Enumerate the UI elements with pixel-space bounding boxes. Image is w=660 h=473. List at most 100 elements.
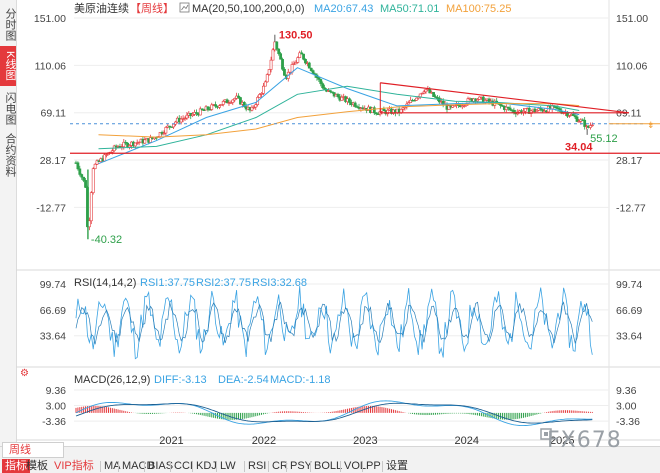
tab-contract-info[interactable]: 合约资料 bbox=[4, 133, 16, 177]
bottom-toolbar: 周线 指标 模板 VIP指标 MA MACD BIAS CCI KDJ LW RSI CR PSY BO… bbox=[0, 442, 660, 473]
toolbar-item-1[interactable]: 模板 bbox=[26, 460, 48, 472]
toolbar-separator bbox=[268, 461, 269, 472]
ma-settings-icon-glyph bbox=[181, 4, 189, 11]
candle-up bbox=[229, 102, 233, 104]
candle-down bbox=[214, 104, 217, 107]
macd-dea-line bbox=[75, 402, 593, 424]
candle-up bbox=[453, 105, 457, 107]
candle-down bbox=[372, 107, 376, 114]
candle-down bbox=[279, 53, 283, 60]
candle-down bbox=[432, 92, 435, 97]
candle-down bbox=[237, 95, 240, 98]
ma-value-2: MA100:75.25 bbox=[446, 3, 511, 15]
candle-up bbox=[589, 125, 592, 128]
candle-down bbox=[304, 58, 307, 64]
candle-up bbox=[128, 145, 131, 148]
toolbar-item-12[interactable]: BOLL bbox=[314, 460, 343, 472]
tab-kline[interactable]: K线图 bbox=[0, 46, 16, 86]
candle-up bbox=[191, 114, 195, 117]
toolbar-item-11[interactable]: PSY bbox=[290, 460, 313, 472]
candle-up bbox=[219, 104, 223, 106]
toolbar-separator bbox=[100, 461, 101, 472]
toolbar-item-3[interactable]: MA bbox=[104, 460, 121, 472]
candle-up bbox=[418, 93, 422, 98]
candle-up bbox=[298, 52, 302, 58]
candle-up bbox=[221, 101, 225, 105]
toolbar-item-13[interactable]: VOL bbox=[344, 460, 367, 472]
candle-down bbox=[434, 96, 437, 98]
candle-up bbox=[294, 62, 298, 65]
candle-down bbox=[508, 107, 512, 111]
tab-timeshare[interactable]: 分时图 bbox=[4, 7, 16, 41]
instrument-title: 美原油连续 bbox=[74, 1, 129, 15]
candle-up bbox=[447, 105, 451, 110]
candle-down bbox=[281, 58, 284, 70]
macd-tick-left: -3.36 bbox=[42, 416, 66, 428]
candle-up bbox=[233, 98, 237, 101]
toolbar-item-5[interactable]: BIAS bbox=[148, 460, 174, 472]
candle-down bbox=[506, 106, 510, 109]
price-tick-left: 110.06 bbox=[35, 60, 66, 72]
toolbar-item-4[interactable]: MACD bbox=[122, 460, 155, 472]
candle-up bbox=[340, 96, 344, 101]
candle-down bbox=[200, 108, 204, 111]
candle-down bbox=[195, 112, 198, 114]
period-button[interactable]: 周线 bbox=[2, 442, 64, 458]
candle-up bbox=[258, 94, 261, 98]
candle-down bbox=[573, 115, 577, 118]
candle-up bbox=[91, 168, 95, 193]
candle-down bbox=[583, 119, 587, 127]
candle-down bbox=[82, 176, 86, 181]
x-axis-year-label: 2021 bbox=[159, 435, 183, 446]
toolbar-separator bbox=[144, 461, 145, 472]
ma-line-ma20 bbox=[98, 67, 580, 165]
candle-up bbox=[567, 115, 571, 117]
rsi-tick-right: 33.64 bbox=[616, 331, 642, 343]
toolbar-item-14[interactable]: PP bbox=[366, 460, 381, 472]
toolbar-item-8[interactable]: LW bbox=[220, 460, 236, 472]
watermark: FX678 bbox=[547, 428, 622, 453]
x-axis-year-label: 2025 bbox=[550, 435, 574, 446]
toolbar-item-9[interactable]: RSI bbox=[248, 460, 267, 472]
candle-up bbox=[231, 99, 235, 103]
candle-up bbox=[401, 107, 405, 110]
candle-down bbox=[206, 106, 210, 110]
macd-tick-left: 9.36 bbox=[46, 385, 67, 397]
candle-down bbox=[80, 174, 84, 178]
candle-down bbox=[348, 98, 351, 103]
price-tick-right: 151.00 bbox=[616, 13, 648, 25]
price-tick-right: 28.17 bbox=[616, 155, 642, 167]
macd-tick-right: -3.36 bbox=[616, 416, 640, 428]
candle-up bbox=[504, 106, 508, 110]
tab-flash[interactable]: 闪电图 bbox=[4, 91, 16, 125]
price-tick-right: 69.11 bbox=[616, 108, 642, 120]
toolbar-item-15[interactable]: 设置 bbox=[386, 460, 408, 472]
candle-up bbox=[95, 160, 99, 165]
toolbar-separator bbox=[170, 461, 171, 472]
ma-value-0: MA20:67.43 bbox=[314, 3, 373, 15]
rsi-tick-left: 33.64 bbox=[40, 331, 66, 343]
candle-up bbox=[137, 141, 141, 144]
candle-down bbox=[321, 83, 325, 89]
kline-chart[interactable]: 151.00 151.00 110.06 110.06 69.11 69.11 28.17 2… bbox=[16, 0, 660, 446]
candle-up bbox=[252, 106, 256, 109]
candle-down bbox=[328, 90, 332, 93]
toolbar-item-7[interactable]: KDJ bbox=[196, 460, 217, 472]
toolbar-item-0[interactable]: 指标 bbox=[2, 459, 30, 473]
candle-down bbox=[76, 162, 80, 170]
candle-up bbox=[172, 123, 175, 128]
candle-down bbox=[319, 79, 323, 84]
macd-tick-right: 3.00 bbox=[616, 401, 637, 413]
candle-up bbox=[210, 104, 214, 110]
chart-area[interactable]: 151.00 151.00 110.06 110.06 69.11 69.11 28.17 2… bbox=[16, 0, 660, 446]
candle-up bbox=[198, 108, 202, 116]
toolbar-item-2[interactable]: VIP指标 bbox=[54, 460, 94, 472]
candle-up bbox=[265, 74, 269, 83]
price-tick-left: 28.17 bbox=[40, 155, 66, 167]
candle-up bbox=[476, 99, 479, 102]
toolbar-item-6[interactable]: CCI bbox=[174, 460, 193, 472]
low-label: -40.32 bbox=[91, 234, 122, 246]
rsi-tick-right: 66.69 bbox=[616, 305, 642, 317]
candle-up bbox=[292, 63, 296, 65]
toolbar-item-10[interactable]: CR bbox=[272, 460, 288, 472]
